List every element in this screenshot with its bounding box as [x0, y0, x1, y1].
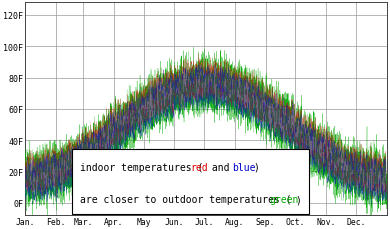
Text: are closer to outdoor temperatures (: are closer to outdoor temperatures (	[80, 194, 292, 204]
Text: indoor temperatures (: indoor temperatures (	[80, 162, 204, 172]
FancyBboxPatch shape	[72, 150, 309, 214]
Text: blue: blue	[232, 162, 256, 172]
Text: green: green	[269, 194, 298, 204]
Text: and: and	[206, 162, 236, 172]
Text: ): )	[295, 194, 301, 204]
Text: red: red	[190, 162, 208, 172]
Text: ): )	[253, 162, 259, 172]
